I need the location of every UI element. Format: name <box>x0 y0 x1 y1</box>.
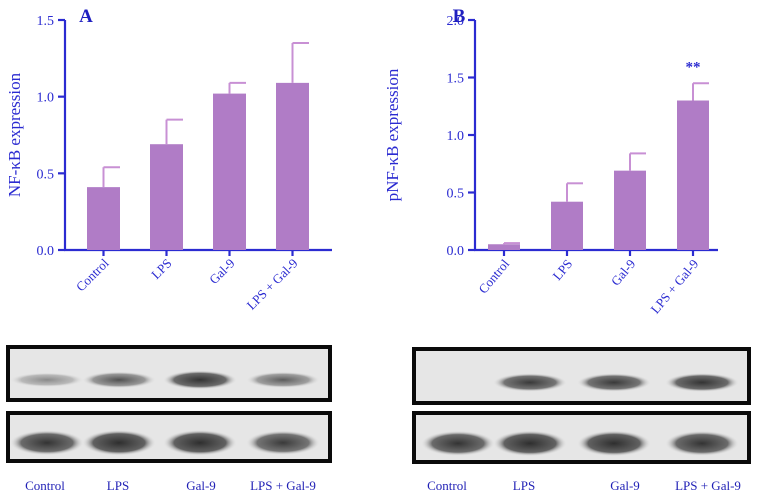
bar <box>276 82 309 250</box>
blot-band <box>82 371 156 389</box>
bar <box>614 170 646 250</box>
blot-band <box>246 430 320 456</box>
bar <box>150 144 183 250</box>
blot-lane-label: Gal-9 <box>186 478 216 493</box>
bar <box>551 201 583 250</box>
y-tick-label: 2.0 <box>447 14 465 29</box>
blot-band <box>577 373 651 392</box>
category-label: LPS + Gal-9 <box>647 256 701 316</box>
bar <box>677 100 709 250</box>
blot-band <box>493 430 567 457</box>
chart-panel-b: 0.0 0.5 1.0 1.5 2.0 Control LPS Gal-9 LPS + Gal-… <box>383 6 718 316</box>
category-label: Gal-9 <box>206 256 238 288</box>
significance-marker: ** <box>686 59 701 75</box>
blot-band <box>665 373 739 392</box>
y-tick-label: 1.0 <box>447 129 465 144</box>
blot-band <box>493 373 567 392</box>
category-label: Gal-9 <box>608 256 639 288</box>
y-tick-label: 0.5 <box>37 167 55 182</box>
blot-band <box>577 430 651 457</box>
blot-band <box>421 430 495 456</box>
y-tick-label: 1.0 <box>37 91 55 106</box>
blot-lane-label: LPS <box>107 478 129 493</box>
blot-band <box>10 430 84 456</box>
blot-band <box>10 372 84 388</box>
y-tick-label: 1.5 <box>37 14 55 29</box>
blot-band <box>665 430 739 456</box>
category-label: Control <box>73 255 112 294</box>
category-label: LPS <box>148 256 174 282</box>
blot-lane-label: Control <box>25 478 65 493</box>
bar <box>213 93 246 250</box>
blot-lane-label: LPS <box>513 478 535 493</box>
blot-lane-label: Gal-9 <box>610 478 640 493</box>
y-tick-label: 0.5 <box>447 187 465 202</box>
panel-label: A <box>79 6 93 27</box>
category-label: LPS + Gal-9 <box>243 256 300 313</box>
blot-band <box>163 429 237 456</box>
category-label: LPS <box>549 256 575 283</box>
panel-label: B <box>453 6 466 27</box>
blot-lane-label: LPS + Gal-9 <box>250 478 316 493</box>
y-axis-title: NF-κB expression <box>5 72 24 197</box>
western-blot-b: Control LPS Gal-9 LPS + Gal-9 <box>412 347 751 493</box>
category-label: Control <box>475 256 512 296</box>
bar <box>87 187 120 250</box>
y-tick-label: 1.5 <box>447 72 465 87</box>
y-axis-title: pNF-κB expression <box>383 68 402 201</box>
chart-panel-a: 0.0 0.5 1.0 1.5 Control LPS Gal-9 LPS + Gal-9 NF… <box>5 6 332 313</box>
blot-lane-label: LPS + Gal-9 <box>675 478 741 493</box>
blot-lane-label: Control <box>427 478 467 493</box>
blot-band <box>246 371 320 388</box>
blot-band <box>163 370 237 390</box>
y-tick-label: 0.0 <box>37 244 55 259</box>
y-tick-label: 0.0 <box>447 244 465 259</box>
western-blot-a: Control LPS Gal-9 LPS + Gal-9 <box>6 345 332 493</box>
blot-band <box>82 429 156 456</box>
bar <box>488 244 520 250</box>
